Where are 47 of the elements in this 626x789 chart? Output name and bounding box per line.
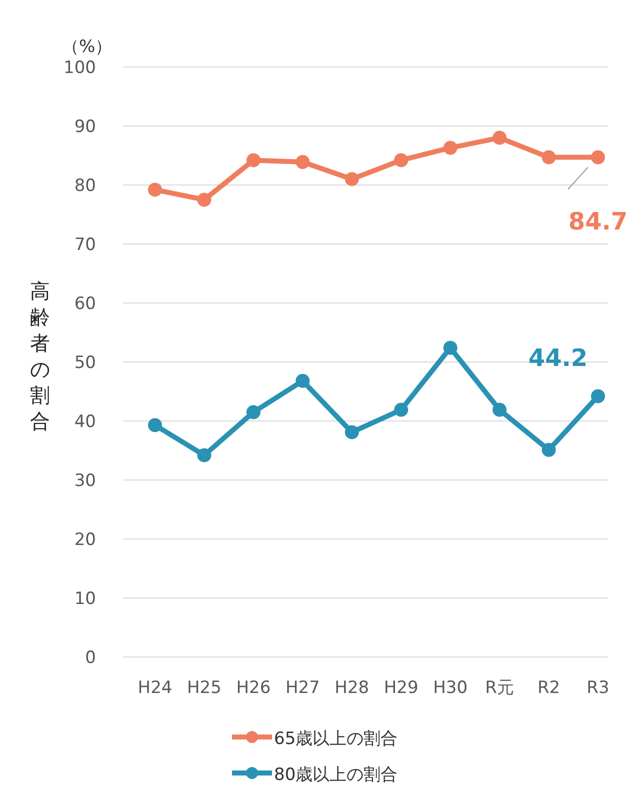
x-tick-label: H27 (285, 678, 320, 698)
point (344, 172, 359, 186)
point (492, 130, 507, 145)
point (197, 448, 212, 462)
legend-label: 65歳以上の割合 (274, 729, 398, 749)
point (591, 389, 605, 404)
x-tick-label: H30 (433, 678, 468, 698)
y-tick-label: 20 (74, 530, 96, 550)
y-tick-label: 50 (74, 353, 96, 373)
x-tick-label: R元 (485, 678, 514, 698)
x-tick-label: H26 (236, 678, 271, 698)
point (148, 418, 162, 432)
x-tick-label: H28 (334, 678, 370, 698)
y-axis-title: 高齢者の割合 (30, 279, 50, 433)
point (542, 442, 556, 457)
point (296, 374, 310, 388)
x-tick-label: R3 (586, 678, 610, 698)
point (148, 182, 162, 197)
y-tick-label: 10 (74, 589, 96, 609)
x-tick-label: H25 (187, 678, 222, 698)
point (344, 425, 359, 440)
point (443, 340, 458, 355)
y-tick-label: 80 (74, 176, 96, 196)
annotation: 44.2 (528, 344, 588, 372)
x-tick-label: H29 (384, 678, 418, 698)
y-tick-label: 100 (64, 58, 96, 78)
x-tick-label: H24 (138, 678, 172, 698)
point (197, 192, 212, 207)
point (246, 153, 260, 168)
y-tick-label: 30 (74, 471, 96, 491)
y-tick-label: 40 (74, 412, 96, 432)
legend-label: 80歳以上の割合 (274, 765, 398, 785)
point (394, 402, 408, 417)
x-tick-label: R2 (537, 678, 560, 698)
point (443, 140, 458, 155)
text: （%） (62, 37, 112, 57)
point (492, 402, 507, 417)
y-tick-label: 60 (74, 294, 96, 314)
point (591, 150, 605, 164)
point (394, 153, 408, 168)
y-tick-label: 70 (74, 235, 96, 255)
annotation: 84.7 (568, 207, 626, 236)
y-tick-label: 90 (74, 117, 96, 137)
point (296, 154, 310, 169)
y-tick-label: 0 (85, 648, 96, 668)
point (542, 150, 556, 164)
point (246, 405, 260, 420)
